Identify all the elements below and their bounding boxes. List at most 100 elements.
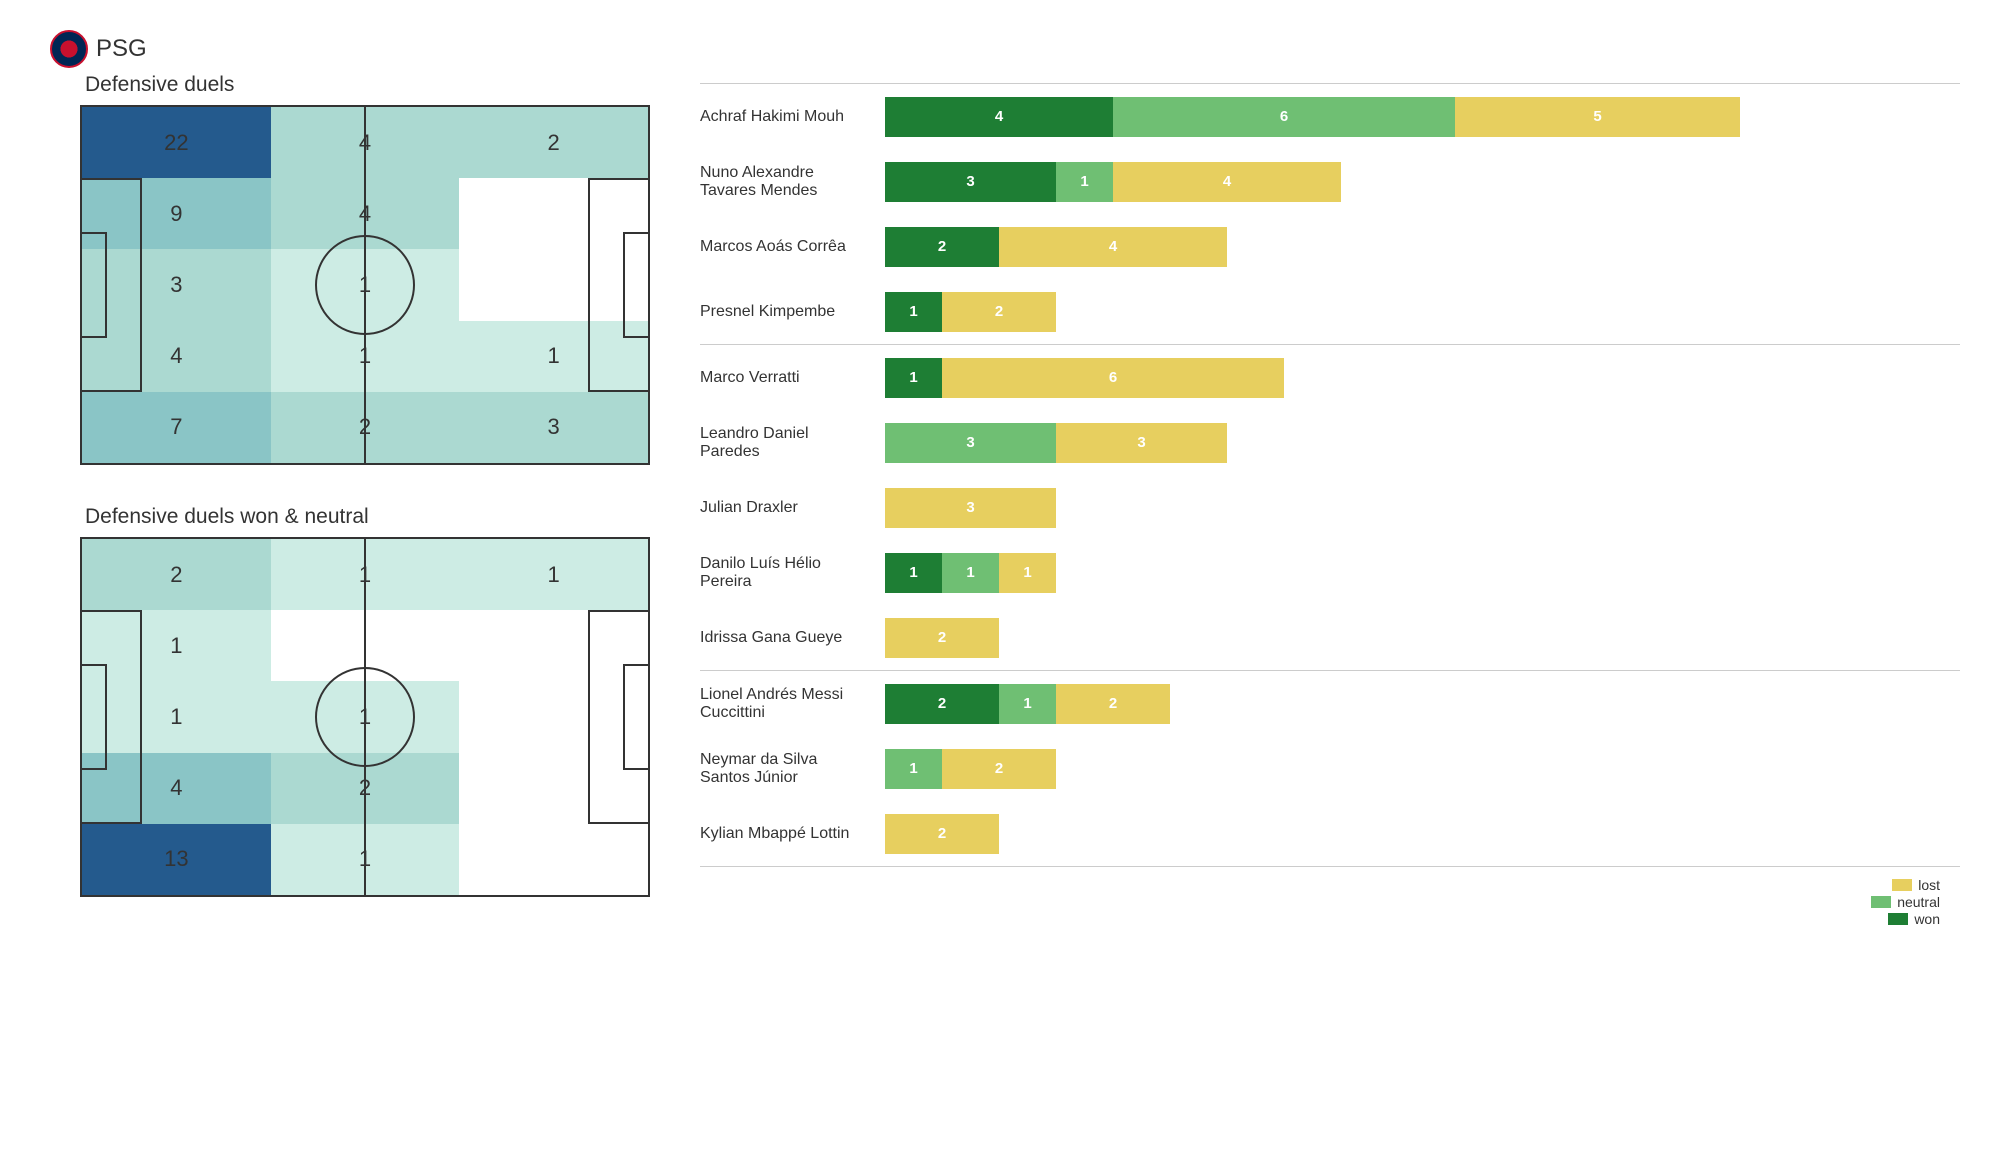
legend-swatch — [1892, 879, 1912, 891]
heat-cell: 1 — [271, 539, 460, 610]
bar-segment-lost: 2 — [942, 292, 1056, 332]
player-name: Idrissa Gana Gueye — [700, 629, 880, 647]
player-row: Lionel Andrés Messi Cuccittini212 — [700, 671, 1960, 736]
player-name: Lionel Andrés Messi Cuccittini — [700, 686, 880, 722]
player-stacked-bar: 3 — [885, 488, 1056, 528]
legend-item-lost: lost — [1892, 877, 1940, 893]
bar-segment-lost: 2 — [885, 618, 999, 658]
heat-cell: 1 — [271, 681, 460, 752]
player-row: Julian Draxler 3 — [700, 475, 1960, 540]
player-row: Marco Verratti 16 — [700, 345, 1960, 410]
heat-cell: 1 — [271, 249, 460, 320]
bar-segment-lost: 3 — [1056, 423, 1227, 463]
legend-label: won — [1914, 911, 1940, 927]
heat-cell: 9 — [82, 178, 271, 249]
player-name: Presnel Kimpembe — [700, 303, 880, 321]
player-stacked-bar: 24 — [885, 227, 1227, 267]
player-row: Danilo Luís Hélio Pereira111 — [700, 540, 1960, 605]
player-name: Achraf Hakimi Mouh — [700, 108, 880, 126]
heatmap-title: Defensive duels won & neutral — [85, 505, 670, 529]
heat-cell: 22 — [82, 107, 271, 178]
player-stacked-bar: 12 — [885, 749, 1056, 789]
player-row: Nuno Alexandre Tavares Mendes314 — [700, 149, 1960, 214]
player-stacked-bar: 212 — [885, 684, 1170, 724]
bar-segment-won: 1 — [885, 553, 942, 593]
bar-segment-lost: 4 — [999, 227, 1227, 267]
heat-cell: 4 — [82, 321, 271, 392]
heat-cell — [459, 178, 648, 249]
team-logo-icon — [50, 30, 88, 68]
player-row: Marcos Aoás Corrêa 24 — [700, 214, 1960, 279]
bar-segment-won: 1 — [885, 292, 942, 332]
heat-cell: 1 — [271, 321, 460, 392]
bar-segment-lost: 2 — [885, 814, 999, 854]
heat-cell: 3 — [459, 392, 648, 463]
heat-cell: 2 — [82, 539, 271, 610]
group-divider — [700, 866, 1960, 867]
player-stacked-bar: 111 — [885, 553, 1056, 593]
bar-legend: lostneutralwon — [700, 877, 1960, 927]
bar-segment-neutral: 6 — [1113, 97, 1455, 137]
player-name: Marcos Aoás Corrêa — [700, 238, 880, 256]
player-row: Neymar da Silva Santos Júnior12 — [700, 736, 1960, 801]
player-row: Kylian Mbappé Lottin 2 — [700, 801, 1960, 866]
main-layout: Defensive duels22429431411723 Defensive … — [40, 73, 1960, 937]
player-name: Kylian Mbappé Lottin — [700, 825, 880, 843]
player-name: Neymar da Silva Santos Júnior — [700, 751, 880, 787]
heat-cell: 1 — [82, 681, 271, 752]
bar-segment-lost: 2 — [1056, 684, 1170, 724]
heat-cell — [271, 610, 460, 681]
heat-cell: 13 — [82, 824, 271, 895]
legend-swatch — [1888, 913, 1908, 925]
heat-cell: 4 — [82, 753, 271, 824]
bar-segment-won: 1 — [885, 358, 942, 398]
heat-cell — [459, 249, 648, 320]
bar-segment-won: 2 — [885, 684, 999, 724]
bar-segment-neutral: 1 — [885, 749, 942, 789]
heat-cell: 1 — [459, 539, 648, 610]
bar-segment-lost: 4 — [1113, 162, 1341, 202]
player-stacked-bar: 16 — [885, 358, 1284, 398]
player-stacked-bar: 12 — [885, 292, 1056, 332]
bar-segment-neutral: 3 — [885, 423, 1056, 463]
player-name: Julian Draxler — [700, 499, 880, 517]
heat-cell: 2 — [271, 392, 460, 463]
bar-segment-won: 3 — [885, 162, 1056, 202]
bar-segment-lost: 1 — [999, 553, 1056, 593]
bar-segment-lost: 3 — [885, 488, 1056, 528]
barchart-column: Achraf Hakimi Mouh465Nuno Alexandre Tava… — [700, 73, 1960, 937]
legend-label: neutral — [1897, 894, 1940, 910]
team-name: PSG — [96, 35, 147, 63]
heatmaps-column: Defensive duels22429431411723 Defensive … — [40, 73, 670, 937]
bar-segment-neutral: 1 — [942, 553, 999, 593]
heat-cell: 1 — [271, 824, 460, 895]
pitch-heatmap: 22429431411723 — [80, 105, 650, 465]
pitch-heatmap-section: Defensive duels22429431411723 — [80, 73, 670, 465]
heat-cell: 2 — [459, 107, 648, 178]
bar-segment-neutral: 1 — [999, 684, 1056, 724]
heat-cell — [459, 824, 648, 895]
player-row: Idrissa Gana Gueye 2 — [700, 605, 1960, 670]
bar-segment-neutral: 1 — [1056, 162, 1113, 202]
pitch-heatmap: 21111142131 — [80, 537, 650, 897]
player-stacked-bar: 2 — [885, 618, 999, 658]
heat-cell: 4 — [271, 178, 460, 249]
player-name: Danilo Luís Hélio Pereira — [700, 555, 880, 591]
heatmap-title: Defensive duels — [85, 73, 670, 97]
player-stacked-bar: 33 — [885, 423, 1227, 463]
heat-cell: 2 — [271, 753, 460, 824]
player-name: Leandro Daniel Paredes — [700, 425, 880, 461]
heat-cell: 1 — [82, 610, 271, 681]
player-name: Marco Verratti — [700, 369, 880, 387]
heat-cell: 1 — [459, 321, 648, 392]
legend-item-neutral: neutral — [1871, 894, 1940, 910]
player-row: Leandro Daniel Paredes33 — [700, 410, 1960, 475]
heat-cell — [459, 681, 648, 752]
player-stacked-bar: 2 — [885, 814, 999, 854]
bar-segment-lost: 5 — [1455, 97, 1740, 137]
bar-segment-lost: 6 — [942, 358, 1284, 398]
heat-cell: 7 — [82, 392, 271, 463]
pitch-heatmap-section: Defensive duels won & neutral21111142131 — [80, 505, 670, 897]
player-row: Achraf Hakimi Mouh465 — [700, 84, 1960, 149]
bar-segment-won: 2 — [885, 227, 999, 267]
